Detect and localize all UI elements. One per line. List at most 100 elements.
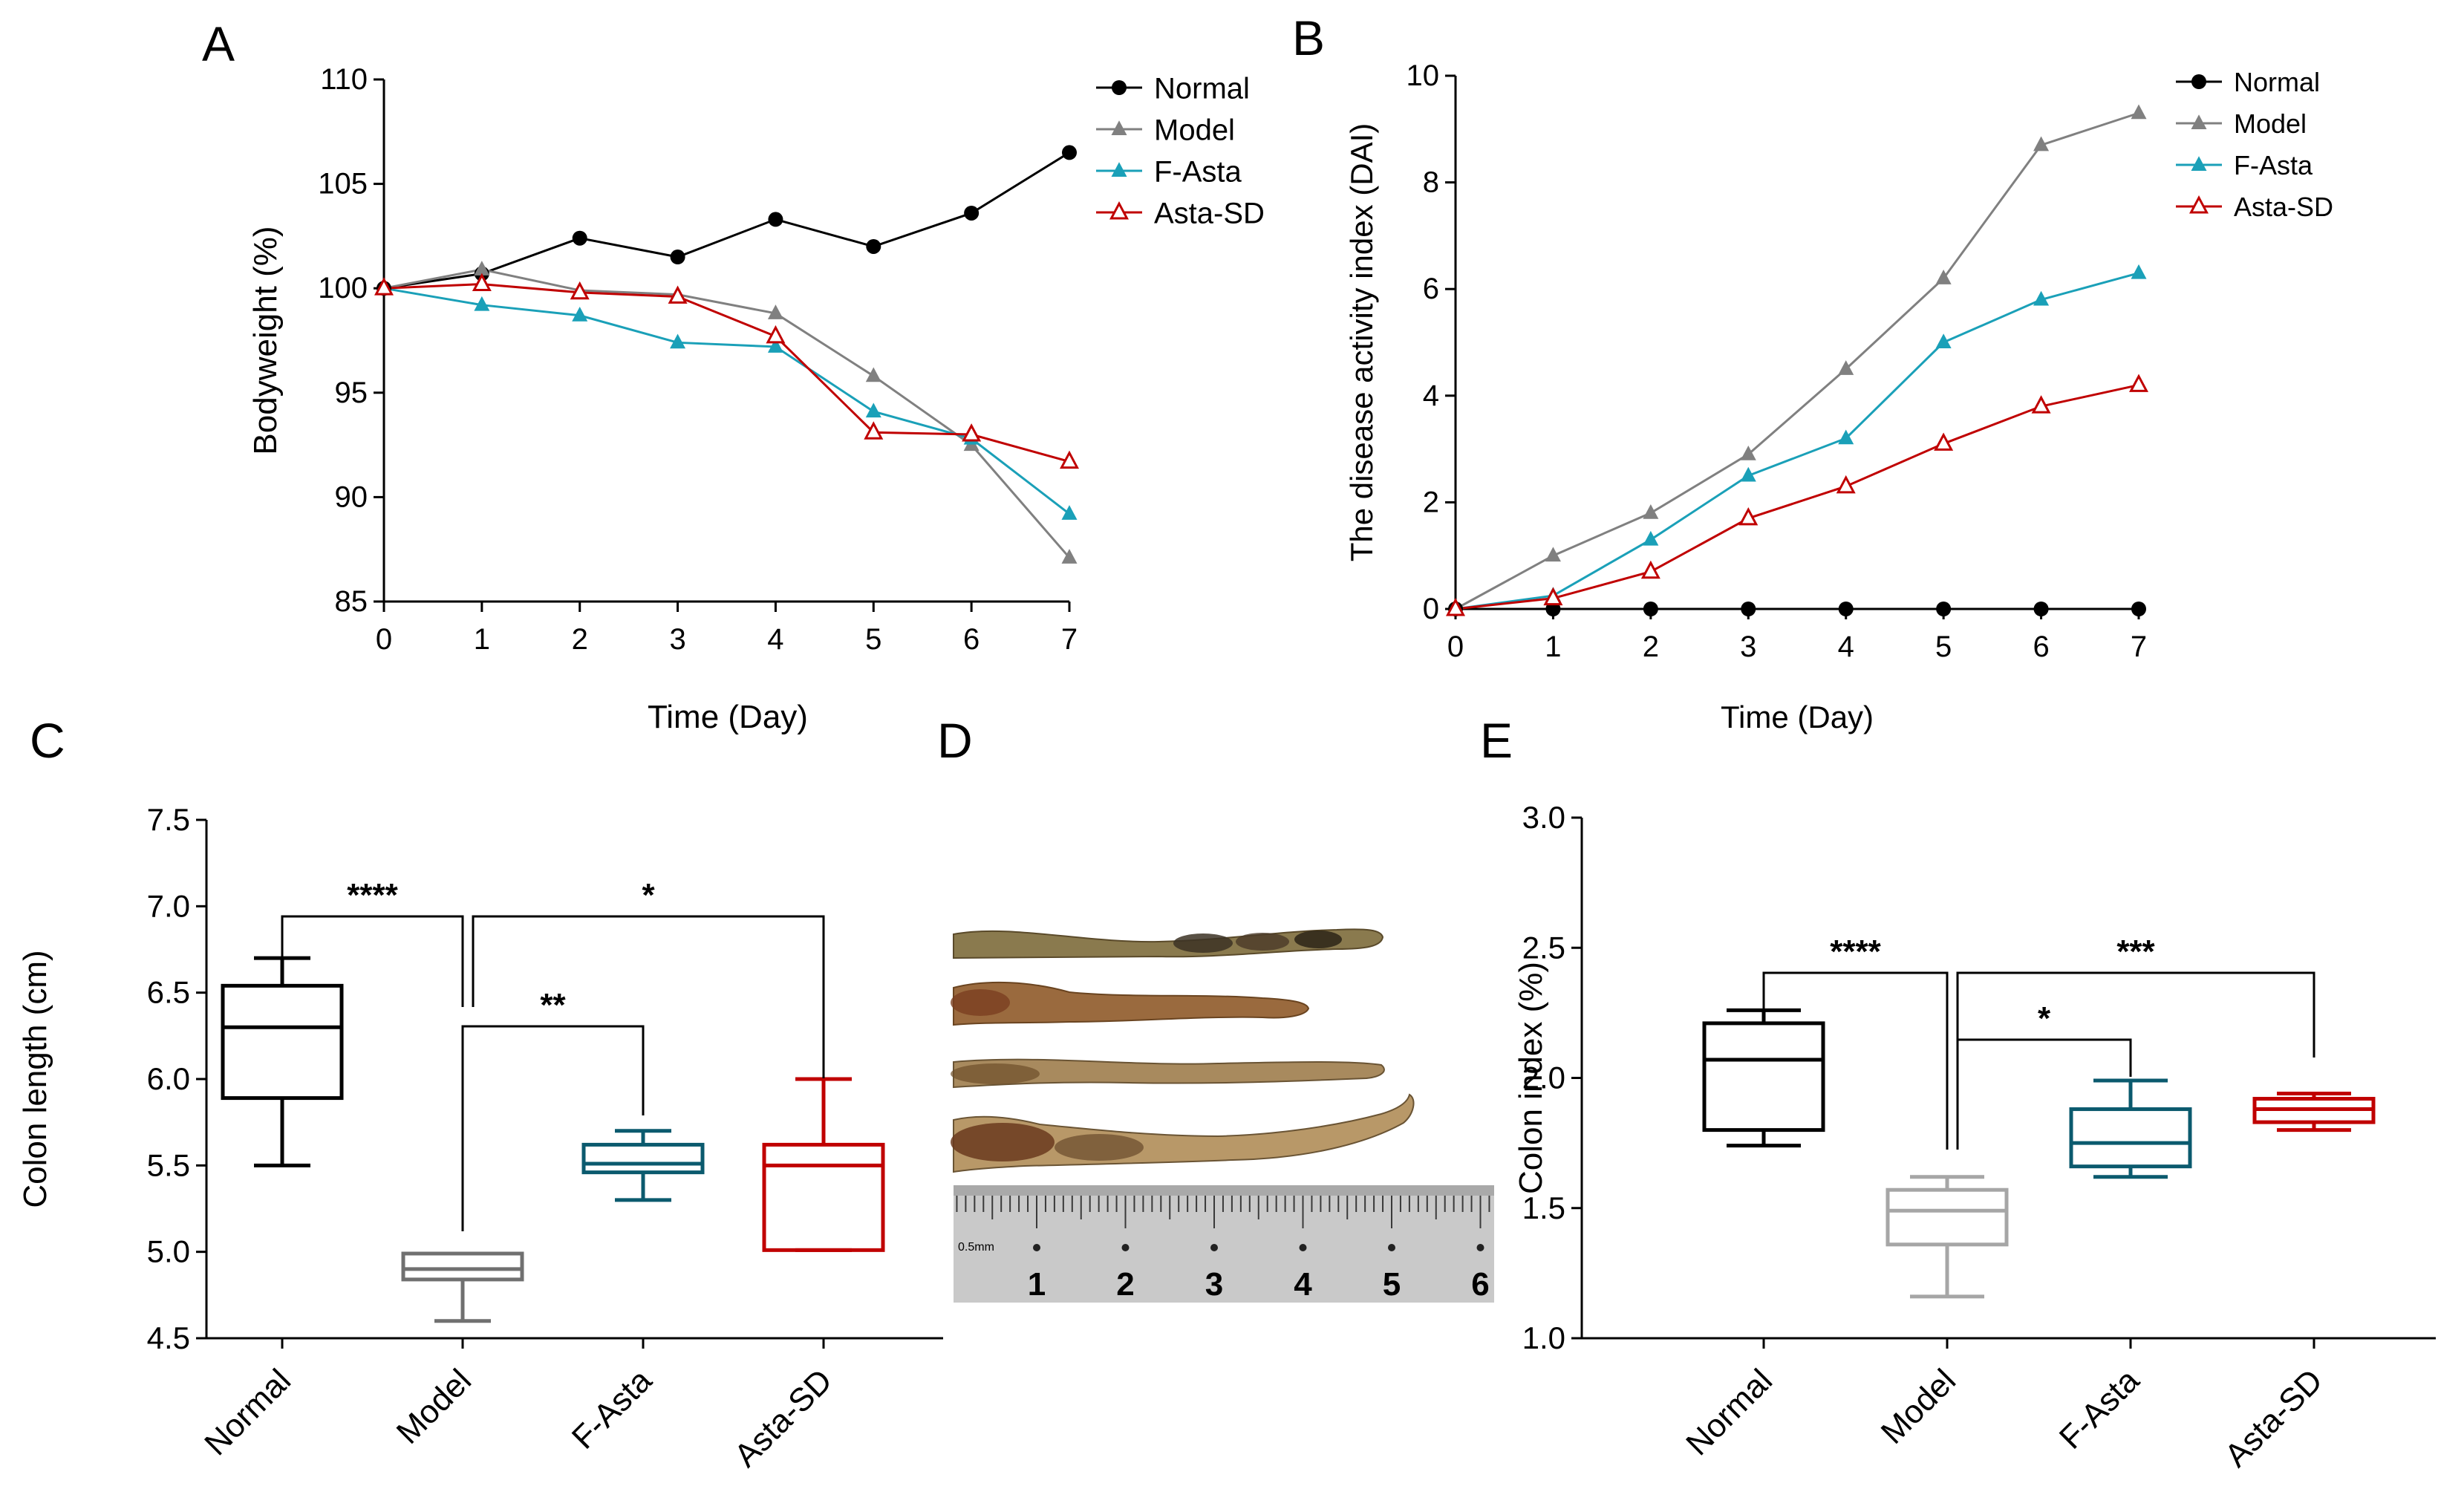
data-point bbox=[1545, 547, 1561, 562]
box-body bbox=[1886, 1187, 2009, 1247]
data-point bbox=[668, 285, 688, 304]
x-tick-label: 0 bbox=[376, 623, 392, 656]
x-tick-label: 2 bbox=[1643, 630, 1659, 663]
y-tick-label: 7.5 bbox=[147, 802, 190, 837]
ruler-dot bbox=[1299, 1244, 1307, 1251]
data-point bbox=[1640, 560, 1660, 579]
y-tick-label: 5.0 bbox=[147, 1234, 190, 1269]
significance-bracket bbox=[461, 1025, 645, 1231]
significance-label: * bbox=[642, 877, 655, 913]
y-tick-label: 85 bbox=[335, 585, 368, 618]
x-tick-label: 5 bbox=[865, 623, 881, 656]
data-point bbox=[1934, 432, 1954, 451]
x-tick-label: 0 bbox=[1447, 630, 1464, 663]
box-body bbox=[2069, 1107, 2192, 1169]
data-point bbox=[474, 261, 490, 276]
data-point bbox=[572, 306, 588, 322]
data-point bbox=[570, 281, 590, 300]
data-point bbox=[864, 421, 884, 440]
y-tick-label: 105 bbox=[318, 168, 368, 201]
legend-label: Normal bbox=[2234, 67, 2320, 97]
data-point bbox=[2033, 290, 2050, 306]
chart-colon-index: 1.0 1.5 2.0 2.5 3.0 Normal Model F-Asta Asta-SD C… bbox=[1513, 800, 2436, 1474]
y-tick-label: 2.0 bbox=[1522, 1060, 1565, 1095]
colon-photo: 0.5mm 1 2 3 4 5 6 bbox=[951, 915, 1494, 1303]
data-point bbox=[766, 325, 786, 344]
data-point bbox=[1061, 505, 1078, 520]
x-axis-label: Time (Day) bbox=[1721, 700, 1874, 734]
data-point bbox=[1836, 475, 1856, 494]
series-line-normal bbox=[383, 151, 1070, 290]
box-body bbox=[401, 1251, 524, 1282]
x-tick-label: 7 bbox=[1061, 623, 1078, 656]
x-tick-label: 1 bbox=[1545, 630, 1561, 663]
box-f-asta bbox=[2069, 1078, 2192, 1179]
series-line-asta-sd bbox=[1455, 383, 2139, 610]
y-tick-label: 90 bbox=[335, 480, 368, 513]
data-point bbox=[1111, 162, 1127, 177]
x-tick-label: 1 bbox=[474, 623, 490, 656]
data-point bbox=[865, 403, 881, 418]
data-point bbox=[374, 277, 394, 296]
ruler-dot bbox=[1388, 1244, 1395, 1251]
panel-label-e: E bbox=[1480, 713, 1513, 768]
x-tick-label: F-Asta bbox=[565, 1362, 659, 1456]
y-tick-label: 10 bbox=[1407, 59, 1440, 92]
x-tick-label: 3 bbox=[669, 623, 685, 656]
legend-label: Model bbox=[1154, 114, 1235, 146]
box-model bbox=[1886, 1175, 2009, 1299]
data-point bbox=[1112, 80, 1127, 95]
legend-label: F-Asta bbox=[1154, 155, 1242, 188]
x-tick-label: Model bbox=[390, 1362, 478, 1450]
legend-label: Asta-SD bbox=[1154, 197, 1265, 229]
significance-label: **** bbox=[1830, 933, 1881, 970]
y-axis-label: The disease activity index (DAI) bbox=[1344, 123, 1379, 562]
y-tick-label: 6.5 bbox=[147, 975, 190, 1010]
ruler-dot bbox=[1033, 1244, 1040, 1251]
data-point bbox=[767, 338, 783, 353]
data-point bbox=[2031, 395, 2051, 414]
x-tick-label: 6 bbox=[963, 623, 980, 656]
data-point bbox=[1446, 598, 1465, 616]
data-point bbox=[1838, 429, 1854, 445]
data-point bbox=[1543, 587, 1563, 606]
data-point bbox=[1838, 360, 1854, 375]
ruler-dot bbox=[1476, 1244, 1484, 1251]
ruler-dot bbox=[1210, 1244, 1218, 1251]
significance-bracket bbox=[1956, 1038, 2132, 1150]
data-point bbox=[2033, 602, 2049, 616]
data-point bbox=[1643, 504, 1659, 519]
panel-label-c: C bbox=[30, 713, 65, 768]
series-line-f-asta bbox=[1455, 272, 2139, 610]
data-point bbox=[1060, 450, 1079, 469]
y-tick-label: 6 bbox=[1423, 273, 1439, 305]
x-tick-label: 4 bbox=[1838, 630, 1854, 663]
box-body bbox=[581, 1142, 705, 1175]
box-body bbox=[221, 983, 344, 1101]
panel-label-d: D bbox=[937, 713, 973, 768]
x-tick-label: Asta-SD bbox=[728, 1362, 839, 1473]
data-point bbox=[2191, 114, 2207, 129]
data-point bbox=[1740, 466, 1756, 482]
x-axis-label: Time (Day) bbox=[648, 699, 808, 735]
ruler-number: 6 bbox=[1471, 1266, 1489, 1303]
series-line-asta-sd bbox=[383, 283, 1070, 463]
data-point bbox=[1935, 333, 1952, 348]
data-point bbox=[670, 333, 686, 349]
significance-bracket bbox=[1762, 971, 1949, 1150]
data-point bbox=[1740, 446, 1756, 460]
data-point bbox=[1741, 602, 1756, 616]
data-point bbox=[962, 423, 982, 442]
data-point bbox=[1738, 506, 1759, 526]
y-tick-label: 1.5 bbox=[1522, 1190, 1565, 1225]
x-tick-label: Normal bbox=[198, 1362, 298, 1462]
data-point bbox=[2191, 74, 2206, 89]
data-point bbox=[1111, 120, 1127, 135]
y-tick-label: 5.5 bbox=[147, 1147, 190, 1182]
data-point bbox=[964, 205, 980, 221]
y-tick-label: 8 bbox=[1423, 166, 1439, 199]
legend-label: F-Asta bbox=[2234, 150, 2313, 180]
significance-label: **** bbox=[347, 877, 398, 913]
y-axis-label: Colon index (%) bbox=[1513, 962, 1549, 1194]
